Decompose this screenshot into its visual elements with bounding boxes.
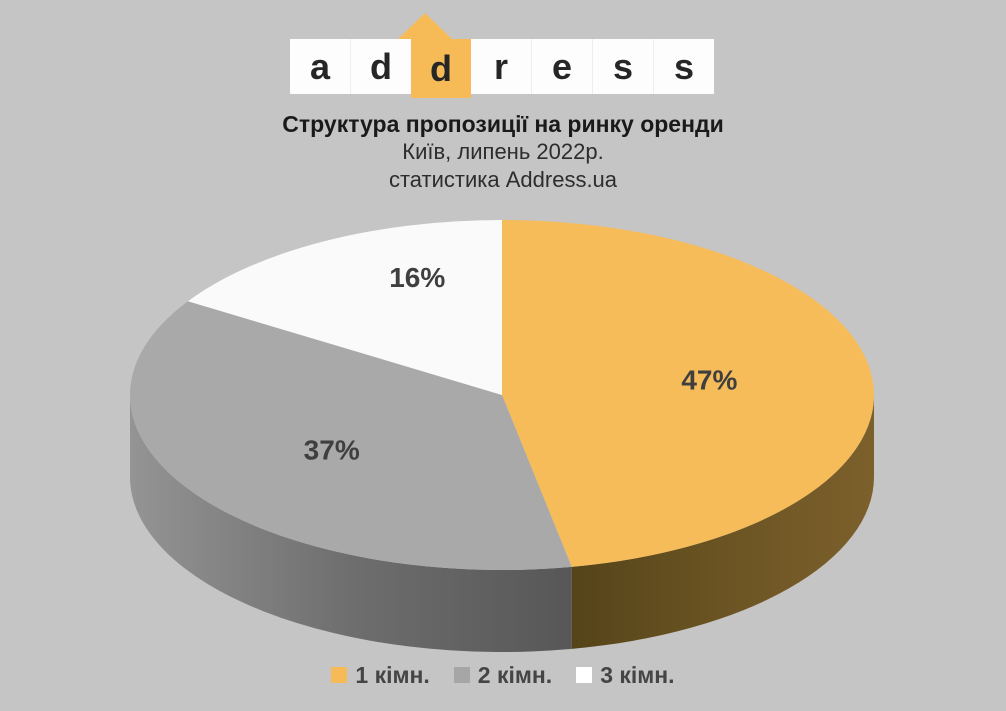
- header-text-block: Структура пропозиції на ринку оренди Киї…: [0, 110, 1006, 194]
- legend-swatch-3: [576, 667, 593, 683]
- pie-slice-label-2: 37%: [304, 435, 360, 466]
- pie-slice-side-1: [571, 395, 874, 649]
- pie-slice-3: [187, 220, 502, 395]
- legend-label-3: 3 кімн.: [600, 662, 675, 688]
- pie-slice-side-2: [130, 395, 572, 652]
- chart-subtitle-source: статистика Address.ua: [388, 167, 618, 192]
- legend-swatch-2: [453, 667, 470, 683]
- legend-item-2: 2 кімн.: [453, 662, 553, 688]
- legend-label-2: 2 кімн.: [477, 662, 553, 688]
- pie-slice-label-1: 47%: [681, 364, 737, 395]
- logo-letter-tile-7: s: [653, 39, 714, 94]
- logo-letter-tile-6: s: [592, 39, 653, 94]
- legend-swatch-1: [331, 667, 348, 683]
- chart-legend: 1 кімн. 2 кімн. 3 кімн.: [0, 663, 1006, 687]
- chart-title: Структура пропозиції на ринку оренди: [282, 111, 724, 137]
- logo-letter-tile-4: r: [493, 45, 508, 87]
- legend-item-1: 1 кімн.: [331, 662, 430, 688]
- pie-slice-1: [502, 220, 875, 567]
- logo-letter-tile-1: a: [309, 45, 331, 87]
- logo-letter-tile-3: d: [411, 39, 471, 98]
- legend-item-3: 3 кімн.: [576, 662, 675, 688]
- chart-subtitle-location: Київ, липень 2022р.: [402, 139, 604, 164]
- pie-slice-label-3: 16%: [389, 262, 445, 293]
- logo-letter-tile-5: e: [531, 39, 592, 94]
- legend-label-1: 1 кімн.: [355, 662, 430, 688]
- pie-slice-2: [130, 301, 572, 570]
- logo-letter-tile-2: d: [350, 39, 411, 94]
